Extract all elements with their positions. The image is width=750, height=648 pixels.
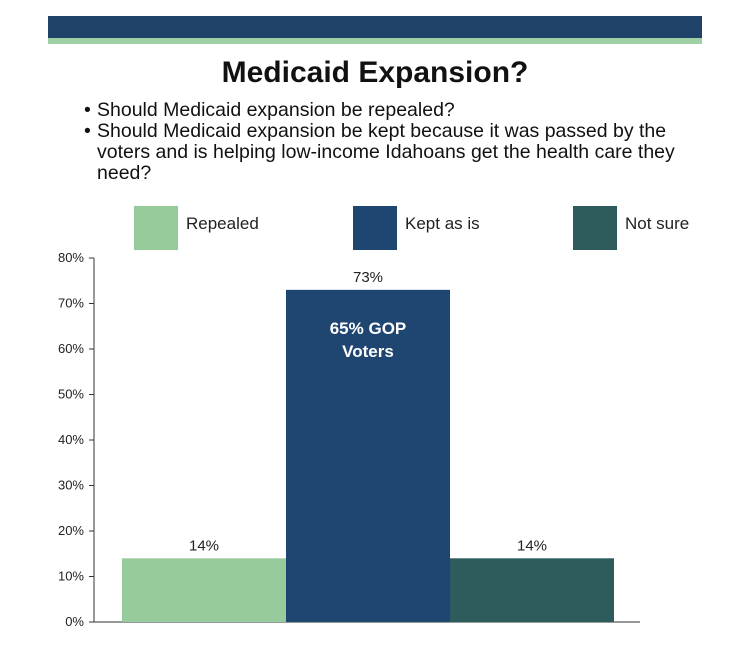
bar-annotation: Voters bbox=[342, 342, 394, 361]
question-item: Should Medicaid expansion be kept becaus… bbox=[84, 121, 724, 184]
header-bar bbox=[48, 16, 702, 38]
bar bbox=[286, 289, 450, 622]
slide-title: Medicaid Expansion? bbox=[221, 56, 529, 89]
question-item: Should Medicaid expansion be repealed? bbox=[84, 100, 724, 122]
y-tick-label: 80% bbox=[58, 250, 84, 265]
legend-swatch bbox=[353, 206, 397, 250]
y-tick-label: 0% bbox=[65, 614, 84, 629]
question-list: Should Medicaid expansion be repealed? S… bbox=[84, 100, 724, 184]
y-tick-label: 60% bbox=[58, 341, 84, 356]
bar bbox=[122, 558, 286, 622]
y-tick-label: 70% bbox=[58, 296, 84, 311]
y-tick-label: 30% bbox=[58, 478, 84, 493]
legend-label: Not sure bbox=[625, 214, 689, 233]
header-accent-bar bbox=[48, 38, 702, 44]
y-tick-label: 50% bbox=[58, 387, 84, 402]
bar-value-label: 14% bbox=[517, 537, 547, 554]
bar-value-label: 73% bbox=[353, 269, 383, 286]
bar bbox=[450, 558, 614, 622]
y-tick-label: 20% bbox=[58, 523, 84, 538]
legend-label: Repealed bbox=[186, 214, 259, 233]
legend-swatch bbox=[573, 206, 617, 250]
legend-label: Kept as is bbox=[405, 214, 480, 233]
y-tick-label: 10% bbox=[58, 569, 84, 584]
bar-value-label: 14% bbox=[189, 537, 219, 554]
y-tick-label: 40% bbox=[58, 432, 84, 447]
legend-swatch bbox=[134, 206, 178, 250]
bar-annotation: 65% GOP bbox=[330, 319, 407, 338]
